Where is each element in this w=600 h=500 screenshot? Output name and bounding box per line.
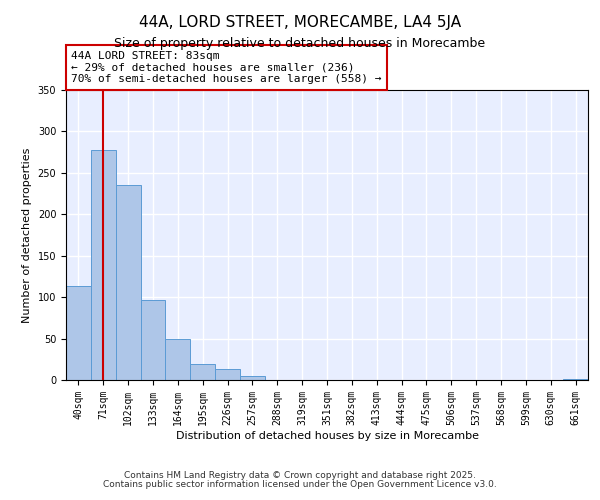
Bar — [215, 369, 240, 380]
Text: 44A LORD STREET: 83sqm
← 29% of detached houses are smaller (236)
70% of semi-de: 44A LORD STREET: 83sqm ← 29% of detached… — [71, 51, 382, 84]
Bar — [240, 376, 265, 380]
Bar — [563, 379, 588, 380]
Text: Size of property relative to detached houses in Morecambe: Size of property relative to detached ho… — [115, 38, 485, 51]
Y-axis label: Number of detached properties: Number of detached properties — [22, 148, 32, 322]
X-axis label: Distribution of detached houses by size in Morecambe: Distribution of detached houses by size … — [176, 430, 479, 440]
Bar — [66, 286, 91, 380]
Text: Contains HM Land Registry data © Crown copyright and database right 2025.: Contains HM Land Registry data © Crown c… — [124, 471, 476, 480]
Text: Contains public sector information licensed under the Open Government Licence v3: Contains public sector information licen… — [103, 480, 497, 489]
Bar — [166, 340, 190, 380]
Bar — [140, 300, 166, 380]
Text: 44A, LORD STREET, MORECAMBE, LA4 5JA: 44A, LORD STREET, MORECAMBE, LA4 5JA — [139, 15, 461, 30]
Bar — [91, 150, 116, 380]
Bar — [116, 186, 140, 380]
Bar — [190, 364, 215, 380]
